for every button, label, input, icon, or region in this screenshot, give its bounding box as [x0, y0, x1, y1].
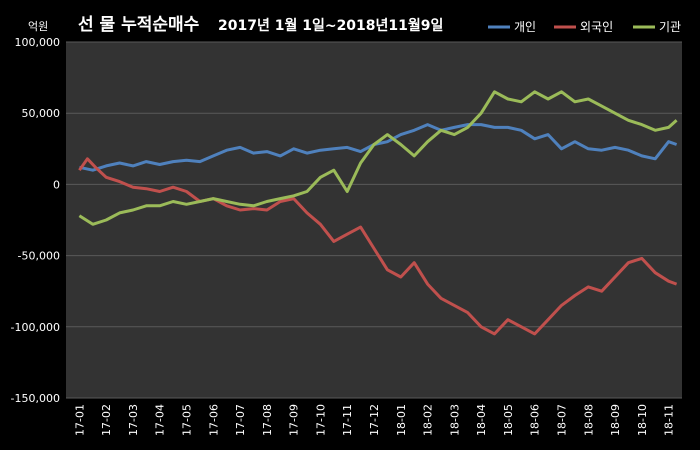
x-tick-label: 17-07 [234, 404, 247, 436]
chart-title-main: 선 물 누적순매수 [78, 15, 200, 35]
x-tick-label: 18-01 [395, 404, 408, 436]
series-line [78, 157, 678, 336]
x-tick-label: 17-02 [100, 404, 113, 436]
x-tick-label: 18-05 [502, 404, 515, 436]
unit-label: 억원 [28, 20, 48, 33]
x-tick-label: 17-08 [261, 404, 274, 436]
series-lines [78, 90, 678, 336]
y-axis-ticks: 100,000 50,000 0 -50,000 -100,000 -150,000 [11, 36, 60, 405]
plot-area [66, 42, 682, 398]
legend-label: 기관 [659, 20, 681, 34]
x-tick-label: 17-06 [207, 404, 220, 436]
x-tick-label: 17-01 [73, 404, 86, 436]
y-tick-label: -100,000 [11, 321, 60, 334]
legend-label: 개인 [514, 20, 536, 34]
x-tick-label: 18-04 [475, 404, 488, 436]
x-tick-label: 17-09 [288, 404, 301, 436]
x-tick-label: 17-04 [154, 404, 167, 436]
x-tick-label: 18-11 [663, 404, 676, 436]
x-tick-label: 17-05 [181, 404, 194, 436]
x-tick-label: 18-07 [555, 404, 568, 436]
x-tick-label: 18-09 [609, 404, 622, 436]
legend-label: 외국인 [580, 20, 613, 34]
x-tick-label: 18-06 [529, 404, 542, 436]
x-tick-label: 18-03 [448, 404, 461, 436]
y-tick-label: 50,000 [22, 107, 61, 120]
y-tick-label: -50,000 [18, 250, 60, 263]
legend: 개인 외국인 기관 [488, 20, 681, 34]
x-tick-label: 17-10 [314, 404, 327, 436]
gridlines [66, 41, 682, 399]
x-tick-label: 18-10 [636, 404, 649, 436]
y-tick-label: 0 [53, 178, 60, 191]
x-axis-ticks: 17-01 17-02 17-03 17-04 17-05 17-06 17-07 17-08… [73, 404, 675, 436]
x-tick-label: 18-08 [582, 404, 595, 436]
y-tick-label: 100,000 [15, 36, 61, 49]
series-line [79, 123, 678, 172]
y-tick-label: -150,000 [11, 392, 60, 405]
x-tick-label: 17-03 [127, 404, 140, 436]
x-tick-label: 18-02 [422, 404, 435, 436]
x-tick-label: 17-12 [368, 404, 381, 436]
series-line [78, 90, 678, 226]
chart-title-period: 2017년 1월 1일~2018년11월9일 [218, 17, 443, 34]
x-tick-label: 17-11 [341, 404, 354, 436]
